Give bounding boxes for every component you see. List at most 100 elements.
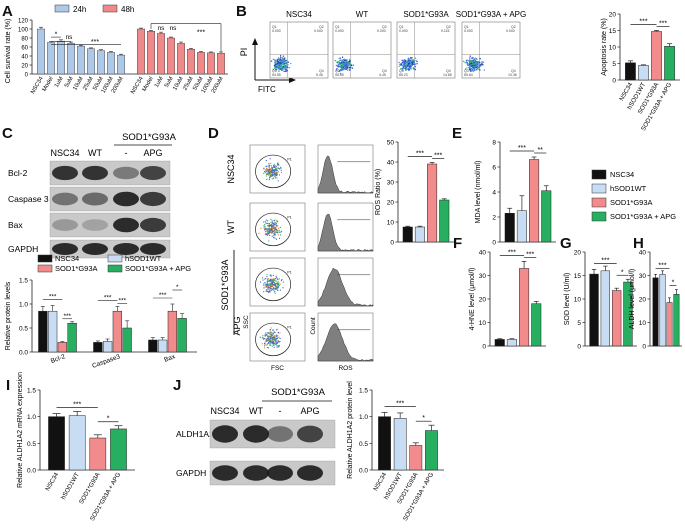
c-bar bbox=[177, 318, 187, 353]
d-scatter-point bbox=[268, 178, 271, 180]
d-scatter-point bbox=[275, 334, 278, 336]
b-scatter-point bbox=[278, 70, 280, 72]
d-scatter-point bbox=[272, 227, 274, 229]
c-blot-band bbox=[113, 217, 139, 233]
j-bar-ytick-label: 1.5 bbox=[359, 388, 368, 395]
b-scatter-point bbox=[468, 64, 470, 67]
b-quad-value: 4.45 bbox=[379, 73, 386, 77]
c-header-group: SOD1*G93A bbox=[122, 132, 177, 143]
d-scatter-point bbox=[273, 281, 276, 284]
d-scatter-point bbox=[278, 174, 281, 176]
a-bar-48h bbox=[136, 28, 145, 75]
c-blot-band bbox=[82, 219, 108, 231]
b-scatter-point bbox=[412, 60, 414, 62]
d-scatter-point bbox=[266, 234, 269, 236]
d-scatter-point bbox=[268, 291, 270, 294]
b-bar-ytick-label: 5 bbox=[612, 61, 616, 68]
b-scatter-point bbox=[341, 69, 343, 72]
d-scatter-point bbox=[271, 175, 273, 177]
b-scatter-point bbox=[402, 66, 405, 68]
d-scatter-point bbox=[276, 220, 279, 222]
c-xtick-label: Bax bbox=[163, 353, 177, 364]
d-scatter-point bbox=[280, 280, 283, 282]
b-quad-value: 14.65 bbox=[443, 73, 452, 77]
d-scatter-point bbox=[280, 230, 283, 232]
d-scatter-point bbox=[262, 337, 264, 339]
g-ylabel: SOD level (U/ml) bbox=[564, 273, 571, 326]
b-scatter-point bbox=[341, 59, 344, 61]
a-sig-label: ns bbox=[66, 34, 74, 41]
c-ytick-label: 0.0 bbox=[19, 350, 28, 357]
d-scatter-point bbox=[269, 332, 271, 334]
d-bar-bar-3 bbox=[439, 199, 450, 243]
b-scatter-point bbox=[479, 63, 481, 66]
b-scatter-point bbox=[403, 63, 405, 66]
b-scatter-point bbox=[280, 56, 282, 59]
b-scatter-point bbox=[272, 68, 275, 71]
d-scatter-point bbox=[264, 223, 266, 226]
d-scatter-point bbox=[267, 174, 269, 176]
d-scatter-point bbox=[265, 169, 267, 171]
c-bar bbox=[122, 327, 132, 353]
b-scatter-point bbox=[281, 58, 283, 60]
b-quad-label: Q3 bbox=[272, 69, 277, 73]
d-scatter-point bbox=[276, 172, 278, 174]
d-scatter-point bbox=[280, 171, 283, 173]
b-quad-label: Q1 bbox=[464, 25, 469, 29]
a-bar-24h bbox=[86, 48, 95, 75]
a-xtick-label: 1uM bbox=[154, 76, 165, 89]
b-scatter-point bbox=[469, 61, 472, 63]
d-scatter-point bbox=[264, 221, 266, 223]
c-protein-label: Bax bbox=[8, 220, 23, 230]
d-scatter-point bbox=[268, 176, 271, 179]
b-quad-label: Q2 bbox=[511, 25, 516, 29]
d-scatter-point bbox=[267, 347, 270, 349]
h-sig-label: *** bbox=[658, 262, 666, 269]
d-scatter-point bbox=[267, 289, 269, 291]
a-sig-label: ns bbox=[170, 25, 178, 32]
b-scatter-point bbox=[339, 57, 342, 59]
d-scatter-point bbox=[276, 231, 278, 233]
d-scatter-point bbox=[266, 347, 268, 349]
d-scatter-point bbox=[272, 279, 274, 281]
b-scatter-point bbox=[406, 63, 408, 65]
a-ytick-label: 60 bbox=[21, 45, 28, 51]
a-bar-48h bbox=[146, 31, 155, 75]
b-scatter-point bbox=[344, 67, 346, 70]
j-blot-band bbox=[243, 425, 269, 443]
d-scatter-point bbox=[264, 170, 266, 173]
b-scatter-point bbox=[285, 59, 287, 62]
d-scatter-point bbox=[268, 166, 270, 168]
d-scatter-point bbox=[262, 338, 265, 340]
b-scatter-point bbox=[279, 61, 281, 64]
a-bar-48h bbox=[166, 37, 175, 75]
c-protein-label: Bcl-2 bbox=[8, 168, 28, 178]
c-blot-band bbox=[140, 191, 166, 207]
d-scatter-point bbox=[271, 174, 274, 176]
a-bar-24h bbox=[96, 50, 105, 75]
d-scatter-point bbox=[265, 219, 267, 221]
g-bar-0 bbox=[589, 273, 599, 347]
b-scatter-point bbox=[285, 63, 288, 65]
a-bar-24h bbox=[76, 45, 85, 75]
d-scatter-point bbox=[274, 221, 276, 224]
b-scatter-point bbox=[279, 66, 281, 69]
d-scatter-point bbox=[276, 177, 278, 179]
b-quad-value: 5.45 bbox=[316, 73, 323, 77]
d-scatter-point bbox=[268, 339, 270, 341]
d-scatter-point bbox=[259, 336, 261, 338]
d-scatter-point bbox=[278, 237, 281, 239]
f-bar-3 bbox=[531, 303, 542, 347]
d-scatter-point bbox=[273, 223, 275, 225]
d-scatter-point bbox=[266, 174, 268, 176]
d-histogram bbox=[317, 213, 374, 252]
d-scatter-point bbox=[274, 280, 277, 282]
b-scatter-point bbox=[280, 61, 283, 63]
d-scatter-point bbox=[273, 287, 275, 289]
panel-letter-j: J bbox=[173, 377, 181, 394]
panel-letter-d: D bbox=[208, 125, 219, 142]
g-sig-label: *** bbox=[601, 257, 609, 264]
d-scatter-point bbox=[272, 274, 274, 277]
